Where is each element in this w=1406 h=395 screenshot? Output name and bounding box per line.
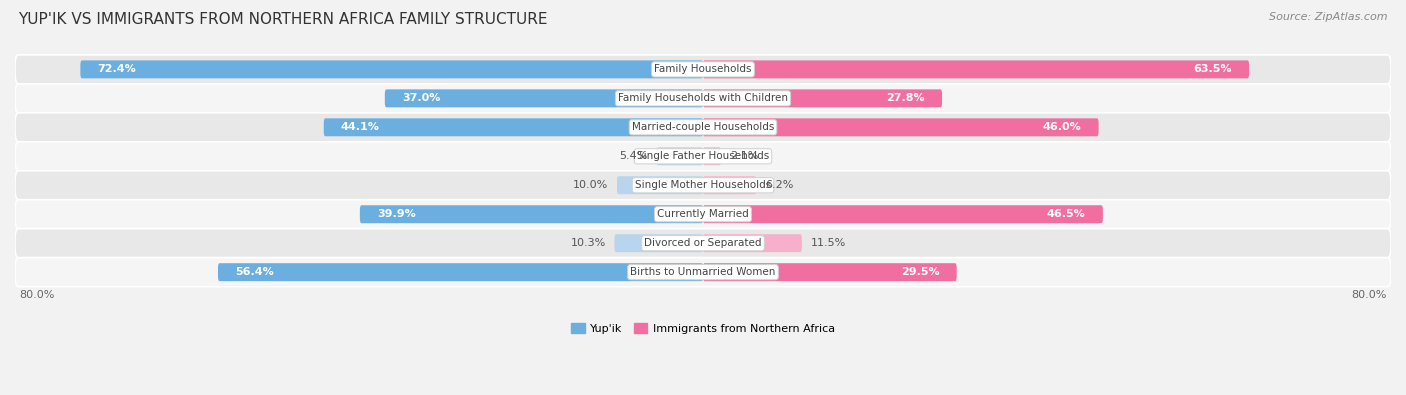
FancyBboxPatch shape <box>657 147 703 165</box>
FancyBboxPatch shape <box>15 229 1391 258</box>
Text: 63.5%: 63.5% <box>1194 64 1232 74</box>
FancyBboxPatch shape <box>703 263 956 281</box>
Text: 80.0%: 80.0% <box>20 290 55 300</box>
FancyBboxPatch shape <box>703 176 756 194</box>
FancyBboxPatch shape <box>15 113 1391 142</box>
FancyBboxPatch shape <box>218 263 703 281</box>
Text: 10.3%: 10.3% <box>571 238 606 248</box>
FancyBboxPatch shape <box>703 118 1098 136</box>
Text: YUP'IK VS IMMIGRANTS FROM NORTHERN AFRICA FAMILY STRUCTURE: YUP'IK VS IMMIGRANTS FROM NORTHERN AFRIC… <box>18 12 548 27</box>
Text: 27.8%: 27.8% <box>886 93 925 103</box>
Text: Family Households: Family Households <box>654 64 752 74</box>
Legend: Yup'ik, Immigrants from Northern Africa: Yup'ik, Immigrants from Northern Africa <box>567 319 839 339</box>
Text: 39.9%: 39.9% <box>377 209 416 219</box>
Text: 44.1%: 44.1% <box>340 122 380 132</box>
FancyBboxPatch shape <box>80 60 703 78</box>
FancyBboxPatch shape <box>703 60 1249 78</box>
Text: Currently Married: Currently Married <box>657 209 749 219</box>
FancyBboxPatch shape <box>15 142 1391 171</box>
Text: 37.0%: 37.0% <box>402 93 440 103</box>
Text: 10.0%: 10.0% <box>574 180 609 190</box>
Text: 6.2%: 6.2% <box>765 180 793 190</box>
Text: Single Father Households: Single Father Households <box>637 151 769 161</box>
FancyBboxPatch shape <box>614 234 703 252</box>
FancyBboxPatch shape <box>323 118 703 136</box>
FancyBboxPatch shape <box>15 55 1391 84</box>
FancyBboxPatch shape <box>617 176 703 194</box>
Text: Divorced or Separated: Divorced or Separated <box>644 238 762 248</box>
FancyBboxPatch shape <box>15 171 1391 200</box>
Text: 56.4%: 56.4% <box>235 267 274 277</box>
FancyBboxPatch shape <box>703 205 1102 223</box>
FancyBboxPatch shape <box>385 89 703 107</box>
FancyBboxPatch shape <box>15 200 1391 229</box>
Text: 29.5%: 29.5% <box>901 267 939 277</box>
Text: 11.5%: 11.5% <box>810 238 846 248</box>
Text: Married-couple Households: Married-couple Households <box>631 122 775 132</box>
Text: Family Households with Children: Family Households with Children <box>619 93 787 103</box>
Text: 46.5%: 46.5% <box>1047 209 1085 219</box>
FancyBboxPatch shape <box>703 89 942 107</box>
FancyBboxPatch shape <box>15 84 1391 113</box>
FancyBboxPatch shape <box>703 234 801 252</box>
Text: 72.4%: 72.4% <box>97 64 136 74</box>
Text: Births to Unmarried Women: Births to Unmarried Women <box>630 267 776 277</box>
Text: 80.0%: 80.0% <box>1351 290 1386 300</box>
Text: 46.0%: 46.0% <box>1043 122 1081 132</box>
FancyBboxPatch shape <box>15 258 1391 287</box>
Text: Single Mother Households: Single Mother Households <box>636 180 770 190</box>
Text: 2.1%: 2.1% <box>730 151 758 161</box>
FancyBboxPatch shape <box>360 205 703 223</box>
Text: Source: ZipAtlas.com: Source: ZipAtlas.com <box>1270 12 1388 22</box>
FancyBboxPatch shape <box>703 147 721 165</box>
Text: 5.4%: 5.4% <box>620 151 648 161</box>
